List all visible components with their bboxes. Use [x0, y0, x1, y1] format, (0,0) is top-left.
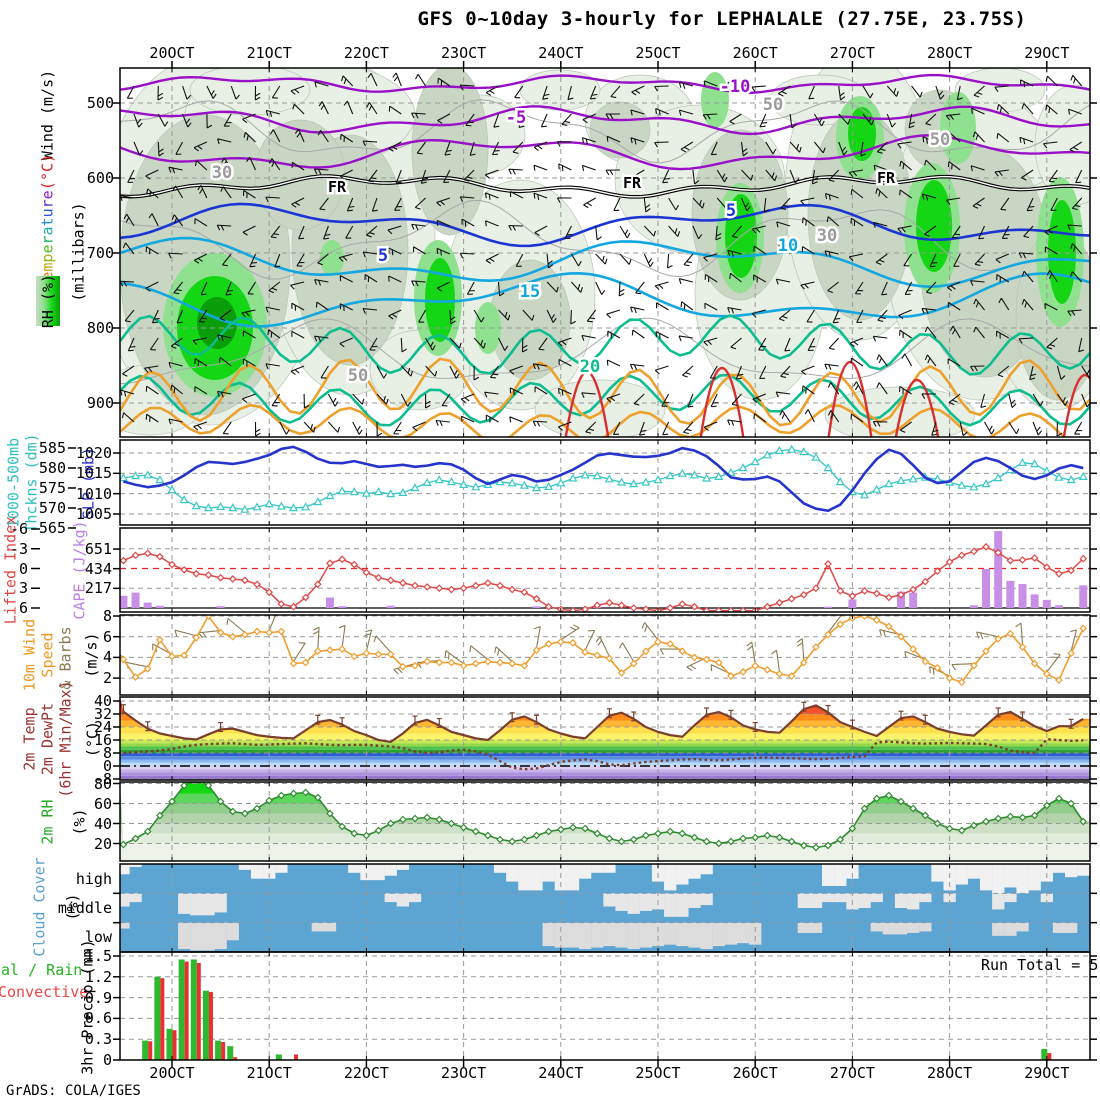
precip-tick: 1.2 [84, 967, 112, 986]
x-tick-label: 24OCT [538, 1064, 584, 1082]
x-tick-label: 22OCT [343, 1064, 389, 1082]
svg-text:15: 15 [520, 282, 540, 302]
cloud-row-label: middle [57, 899, 112, 917]
svg-text:5: 5 [726, 201, 736, 221]
svg-text:50: 50 [930, 130, 950, 150]
x-tick-label: 26OCT [732, 44, 778, 62]
temp-tick: 16 [93, 731, 112, 749]
thickness-tick: 565 [38, 519, 66, 537]
li-tick: 6 [18, 598, 28, 617]
x-tick-label: 28OCT [927, 1064, 973, 1082]
x-tick-label: 22OCT [343, 44, 389, 62]
rh-tick: 40 [93, 814, 112, 833]
x-tick-label: 28OCT [927, 44, 973, 62]
rh-tick: 60 [93, 794, 112, 813]
svg-text:10: 10 [778, 236, 798, 256]
svg-text:30: 30 [817, 226, 837, 246]
precip-tick: 0 [102, 1051, 112, 1069]
pressure-tick: 800 [86, 319, 114, 337]
li-tick: -3 [9, 539, 28, 558]
li-tick: -6 [9, 520, 28, 538]
x-tick-label: 23OCT [441, 1064, 487, 1082]
precip-tick: 0.9 [84, 988, 112, 1007]
x-tick-label: 27OCT [829, 44, 875, 62]
li-tick: 0 [18, 559, 28, 578]
x-tick-label: 25OCT [635, 1064, 681, 1082]
x-tick-label: 23OCT [441, 44, 487, 62]
slp-tick: 1005 [75, 505, 112, 523]
x-tick-label: 21OCT [246, 44, 292, 62]
wind-tick: 8 [102, 607, 112, 625]
thickness-tick: 570 [38, 499, 66, 517]
precip-tick: 0.3 [84, 1030, 112, 1049]
wind-tick: 2 [102, 669, 112, 688]
pressure-tick: 500 [86, 94, 114, 112]
cloud-row-label: high [75, 869, 112, 888]
run-total: Run Total = 5 [981, 956, 1099, 974]
precip-tick: 1.5 [84, 947, 112, 965]
label-total-rain: tal / Rain [0, 961, 83, 979]
svg-text:50: 50 [348, 366, 368, 386]
pressure-tick: 700 [86, 244, 114, 262]
rh-tick: 20 [93, 834, 112, 853]
wind-tick: 6 [102, 627, 112, 646]
pressure-tick: 600 [86, 169, 114, 187]
thickness-tick: 575 [38, 479, 66, 497]
svg-text:50: 50 [763, 95, 783, 115]
x-tick-label: 24OCT [538, 44, 584, 62]
thickness-tick: 580 [38, 459, 66, 477]
x-tick-label: 29OCT [1024, 44, 1070, 62]
cape-tick: 651 [84, 540, 112, 559]
slp-tick: 1010 [75, 484, 112, 503]
grads-credit: GrADS: COLA/IGES [6, 1083, 141, 1099]
rh-tick: 80 [93, 774, 112, 793]
label-rh-legend: RH (%) [36, 274, 60, 328]
precip-tick: 0.6 [84, 1009, 112, 1028]
slp-tick: 1020 [75, 444, 112, 462]
li-tick: 3 [18, 579, 28, 598]
cape-tick: 217 [84, 579, 112, 598]
temp-tick: 40 [93, 692, 112, 710]
svg-text:5: 5 [378, 246, 388, 266]
x-tick-label: 25OCT [635, 44, 681, 62]
cape-tick: 434 [84, 559, 112, 578]
temp-tick: 24 [93, 718, 112, 736]
x-tick-label: 26OCT [732, 1064, 778, 1082]
svg-text:FR: FR [623, 174, 642, 192]
page-title: GFS 0~10day 3-hourly for LEPHALALE (27.7… [417, 8, 1027, 30]
x-tick-label: 21OCT [246, 1064, 292, 1082]
temp-tick: 32 [93, 705, 112, 723]
temp-tick: 8 [102, 744, 112, 762]
svg-text:FR: FR [877, 169, 896, 187]
label-convective: Convective [0, 983, 89, 1001]
wind-tick: 4 [102, 648, 112, 667]
thickness-tick: 585 [38, 439, 66, 457]
x-tick-label: 27OCT [829, 1064, 875, 1082]
svg-text:30: 30 [212, 163, 232, 183]
slp-tick: 1015 [75, 464, 112, 483]
svg-text:FR: FR [328, 178, 347, 196]
x-tick-label: 20OCT [149, 1064, 195, 1082]
svg-text:-5: -5 [506, 108, 526, 128]
x-tick-label: 29OCT [1024, 1064, 1070, 1082]
temp-tick: -8 [93, 770, 112, 788]
pressure-tick: 900 [86, 394, 114, 412]
svg-text:-10: -10 [720, 77, 751, 97]
cloud-row-label: low [84, 928, 112, 947]
temp-tick: 0 [102, 757, 112, 775]
x-tick-label: 20OCT [149, 44, 195, 62]
svg-text:20: 20 [580, 357, 600, 377]
